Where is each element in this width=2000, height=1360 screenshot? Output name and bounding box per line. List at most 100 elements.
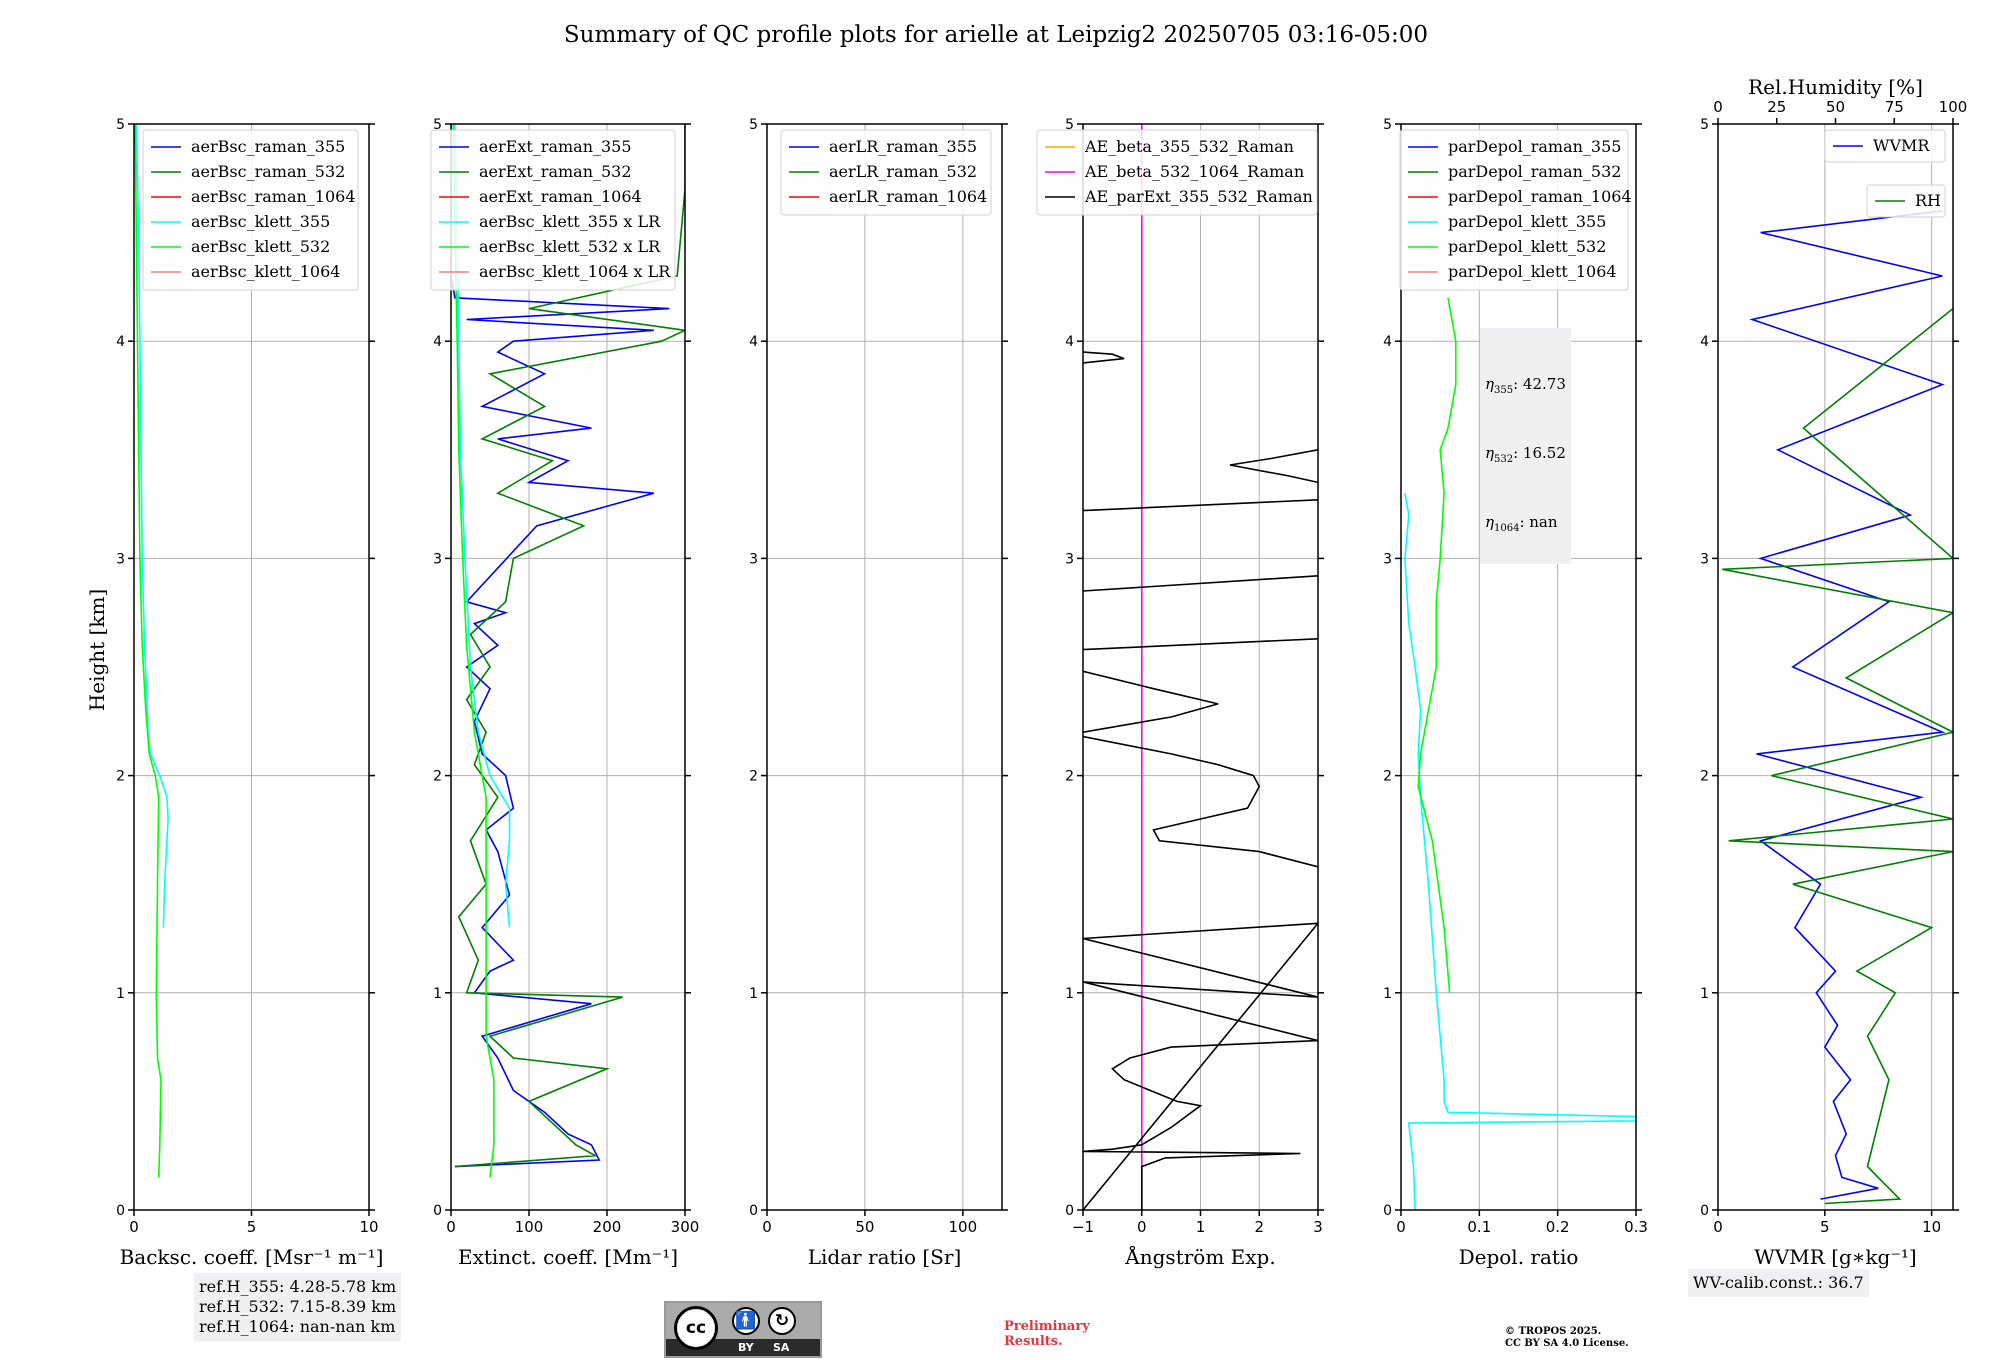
- x2-axis-label: Rel.Humidity [%]: [1748, 75, 1923, 99]
- legend-box: [1866, 184, 1946, 218]
- x-axis-label: Backsc. coeff. [Msr⁻¹ m⁻¹]: [120, 1245, 384, 1269]
- x-tick-label: 0.3: [1624, 1218, 1648, 1236]
- series-line: [452, 124, 495, 1178]
- x-tick-label: 300: [671, 1218, 700, 1236]
- y-tick-label: 2: [1383, 769, 1392, 785]
- axes-frame: [766, 123, 1003, 1211]
- y-tick-label: 3: [749, 551, 758, 567]
- series-line: [1083, 351, 1125, 364]
- series-group: [1083, 124, 1318, 1210]
- y-tick-label: 0: [433, 1203, 442, 1219]
- y-tick-label: 1: [116, 986, 125, 1002]
- y-tick-label: 3: [1700, 551, 1709, 567]
- series-line: [1083, 922, 1318, 1210]
- eta-1064-value: : nan: [1519, 513, 1558, 531]
- series-group: [1404, 297, 1636, 1210]
- x-tick-label: 2: [1254, 1218, 1264, 1236]
- y-tick-label: 2: [749, 769, 758, 785]
- x-axis-label: WVMR [g∗kg⁻¹]: [1754, 1245, 1916, 1269]
- legend-label: RH: [1915, 191, 1941, 210]
- x2-tick-label: 25: [1767, 98, 1786, 116]
- reference-height-box: ref.H_355: 4.28-5.78 km ref.H_532: 7.15-…: [194, 1273, 402, 1341]
- legend-label: aerBsc_klett_1064 x LR: [479, 262, 671, 281]
- y-tick-label: 0: [1700, 1203, 1709, 1219]
- x-tick-label: 0: [1713, 1218, 1723, 1236]
- series-line: [451, 124, 670, 1168]
- legend-label: aerExt_raman_355: [479, 137, 632, 156]
- series-line: [1083, 670, 1219, 733]
- x-axis-label: Lidar ratio [Sr]: [808, 1245, 962, 1269]
- y-tick-label: 4: [1700, 334, 1709, 350]
- y-tick-label: 4: [1383, 334, 1392, 350]
- axes-frame: [1717, 123, 1954, 1211]
- figure-title: Summary of QC profile plots for arielle …: [564, 22, 1428, 48]
- legend-label: aerBsc_klett_532 x LR: [479, 237, 661, 256]
- cc-license-badge: cc 🚹 ↻ BY SA: [664, 1301, 822, 1358]
- x-tick-label: 10: [1922, 1218, 1941, 1236]
- x-tick-label: 100: [949, 1218, 978, 1236]
- x-tick-label: 3: [1313, 1218, 1323, 1236]
- series-line: [1229, 449, 1318, 484]
- x2-tick-label: 75: [1885, 98, 1904, 116]
- x-tick-label: 5: [1820, 1218, 1830, 1236]
- y-tick-label: 1: [1383, 986, 1392, 1002]
- legend-box: [430, 129, 676, 291]
- legend-label: aerExt_raman_532: [479, 162, 632, 181]
- y-tick-label: 4: [749, 334, 758, 350]
- legend-label: parDepol_klett_532: [1448, 237, 1606, 256]
- series-line: [1417, 297, 1457, 993]
- copyright-note: © TROPOS 2025. CC BY SA 4.0 License.: [1505, 1326, 1629, 1349]
- x-tick-label: 0: [1137, 1218, 1147, 1236]
- y-tick-label: 0: [1065, 1203, 1074, 1219]
- y-tick-label: 0: [116, 1203, 125, 1219]
- series-group: [1722, 210, 1953, 1205]
- calibration-eta-box: η355: 42.73 η532: 16.52 η1064: nan: [1480, 328, 1571, 564]
- x-tick-label: 0.1: [1467, 1218, 1491, 1236]
- legend-box: [1399, 129, 1629, 291]
- panel-2: 0 1 2 3 4 5 0 100 200 300 Extinct. coeff. [Mm⁻¹] ae…: [430, 117, 700, 1269]
- series-line: [1083, 499, 1318, 512]
- cc-by-label: BY: [738, 1341, 754, 1354]
- y-tick-label: 3: [433, 551, 442, 567]
- y-tick-label: 2: [433, 769, 442, 785]
- legend-label: aerLR_raman_532: [829, 162, 977, 181]
- y-tick-label: 2: [116, 769, 125, 785]
- series-line: [454, 124, 511, 928]
- panel-5: 0 1 2 3 4 5 0 0.1 0.2 0.3 Depol. ratio parDepol_ram…: [1383, 117, 1648, 1269]
- series-line: [1083, 638, 1318, 651]
- series-line: [1722, 307, 1953, 1205]
- x-tick-label: 200: [593, 1218, 622, 1236]
- y-tick-label: 4: [433, 334, 442, 350]
- sa-share-icon: ↻: [768, 1307, 796, 1335]
- y-tick-label: 5: [1700, 117, 1709, 133]
- legend-label: parDepol_raman_532: [1448, 162, 1621, 181]
- series-line: [1749, 210, 1946, 1200]
- y-tick-label: 2: [1700, 769, 1709, 785]
- legend-label: aerExt_raman_1064: [479, 187, 642, 206]
- legend-label: parDepol_klett_1064: [1448, 262, 1617, 281]
- legend-label: aerBsc_raman_355: [191, 137, 345, 156]
- eta-532-value: : 16.52: [1513, 444, 1566, 462]
- x-tick-label: 0: [762, 1218, 772, 1236]
- series-line: [1083, 575, 1318, 592]
- x-tick-label: 0: [446, 1218, 456, 1236]
- panel-1: 0 1 2 3 4 5 0 5 10 Backsc. coeff. [Msr⁻¹ m⁻¹] aerB…: [116, 117, 383, 1269]
- x-tick-label: −1: [1072, 1218, 1094, 1236]
- y-tick-label: 3: [1383, 551, 1392, 567]
- legend-label: AE_parExt_355_532_Raman: [1084, 187, 1313, 206]
- x-tick-label: 10: [359, 1218, 378, 1236]
- y-tick-label: 4: [116, 334, 125, 350]
- legend-label: aerLR_raman_1064: [829, 187, 987, 206]
- y-tick-label: 2: [1065, 769, 1074, 785]
- y-tick-label: 1: [1700, 986, 1709, 1002]
- x2-tick-label: 0: [1713, 98, 1723, 116]
- legend-label: AE_beta_532_1064_Raman: [1084, 162, 1304, 181]
- series-line: [134, 124, 162, 1178]
- y-tick-label: 3: [116, 551, 125, 567]
- y-tick-label: 1: [433, 986, 442, 1002]
- x-tick-label: 0.2: [1546, 1218, 1570, 1236]
- legend-label: aerBsc_raman_1064: [191, 187, 356, 206]
